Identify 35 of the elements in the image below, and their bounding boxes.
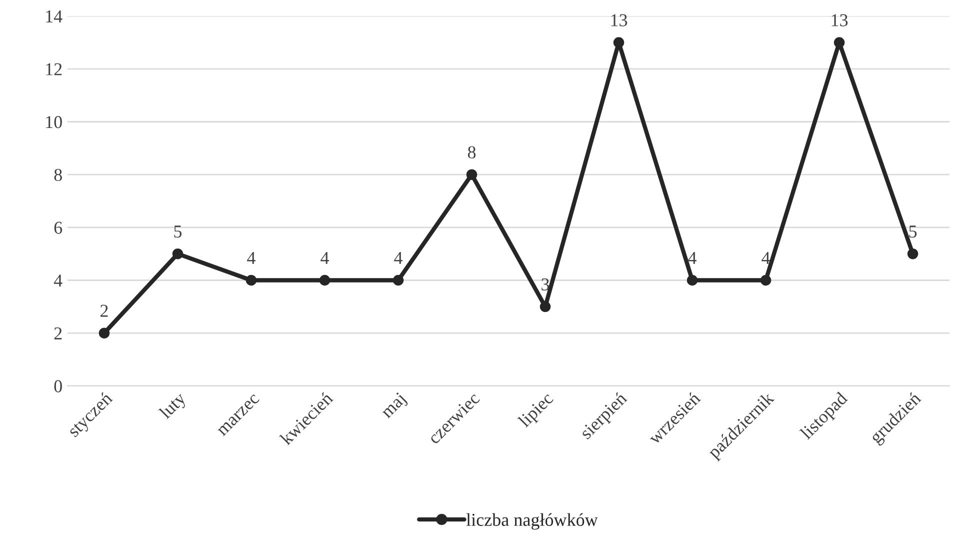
- y-tick-label: 14: [46, 10, 62, 22]
- y-tick-label: 6: [54, 222, 62, 234]
- data-label: 8: [468, 146, 476, 158]
- data-label: 4: [394, 252, 402, 264]
- data-label: 13: [832, 14, 848, 26]
- data-label: 5: [909, 226, 917, 238]
- y-tick-label: 12: [46, 63, 62, 76]
- y-tick-label: 10: [46, 116, 62, 128]
- point: [98, 328, 110, 338]
- y-tick-label: 4: [54, 274, 62, 287]
- point: [686, 274, 698, 286]
- x-tick-label: luty: [158, 390, 190, 422]
- data-label: 4: [762, 252, 770, 264]
- point: [172, 248, 184, 260]
- y-tick-label: 0: [54, 380, 62, 392]
- legend-label: liczba nagłówków: [466, 513, 598, 530]
- data-label: 2: [100, 304, 108, 317]
- data-label: 3: [542, 278, 550, 290]
- y-tick-label: 2: [54, 327, 62, 340]
- data-label: 4: [688, 252, 697, 264]
- data-label: 4: [320, 252, 329, 264]
- point: [540, 301, 551, 312]
- point: [834, 37, 845, 48]
- point: [392, 274, 404, 286]
- point: [907, 248, 918, 260]
- data-label: 4: [247, 252, 256, 264]
- point: [466, 169, 478, 180]
- point: [319, 274, 330, 286]
- data-label: 13: [611, 14, 628, 26]
- point: [760, 274, 772, 286]
- data-label: 5: [174, 226, 182, 238]
- point: [613, 37, 624, 48]
- y-tick-label: 8: [54, 168, 62, 182]
- point: [246, 274, 257, 286]
- x-tick-label: maj: [380, 392, 409, 422]
